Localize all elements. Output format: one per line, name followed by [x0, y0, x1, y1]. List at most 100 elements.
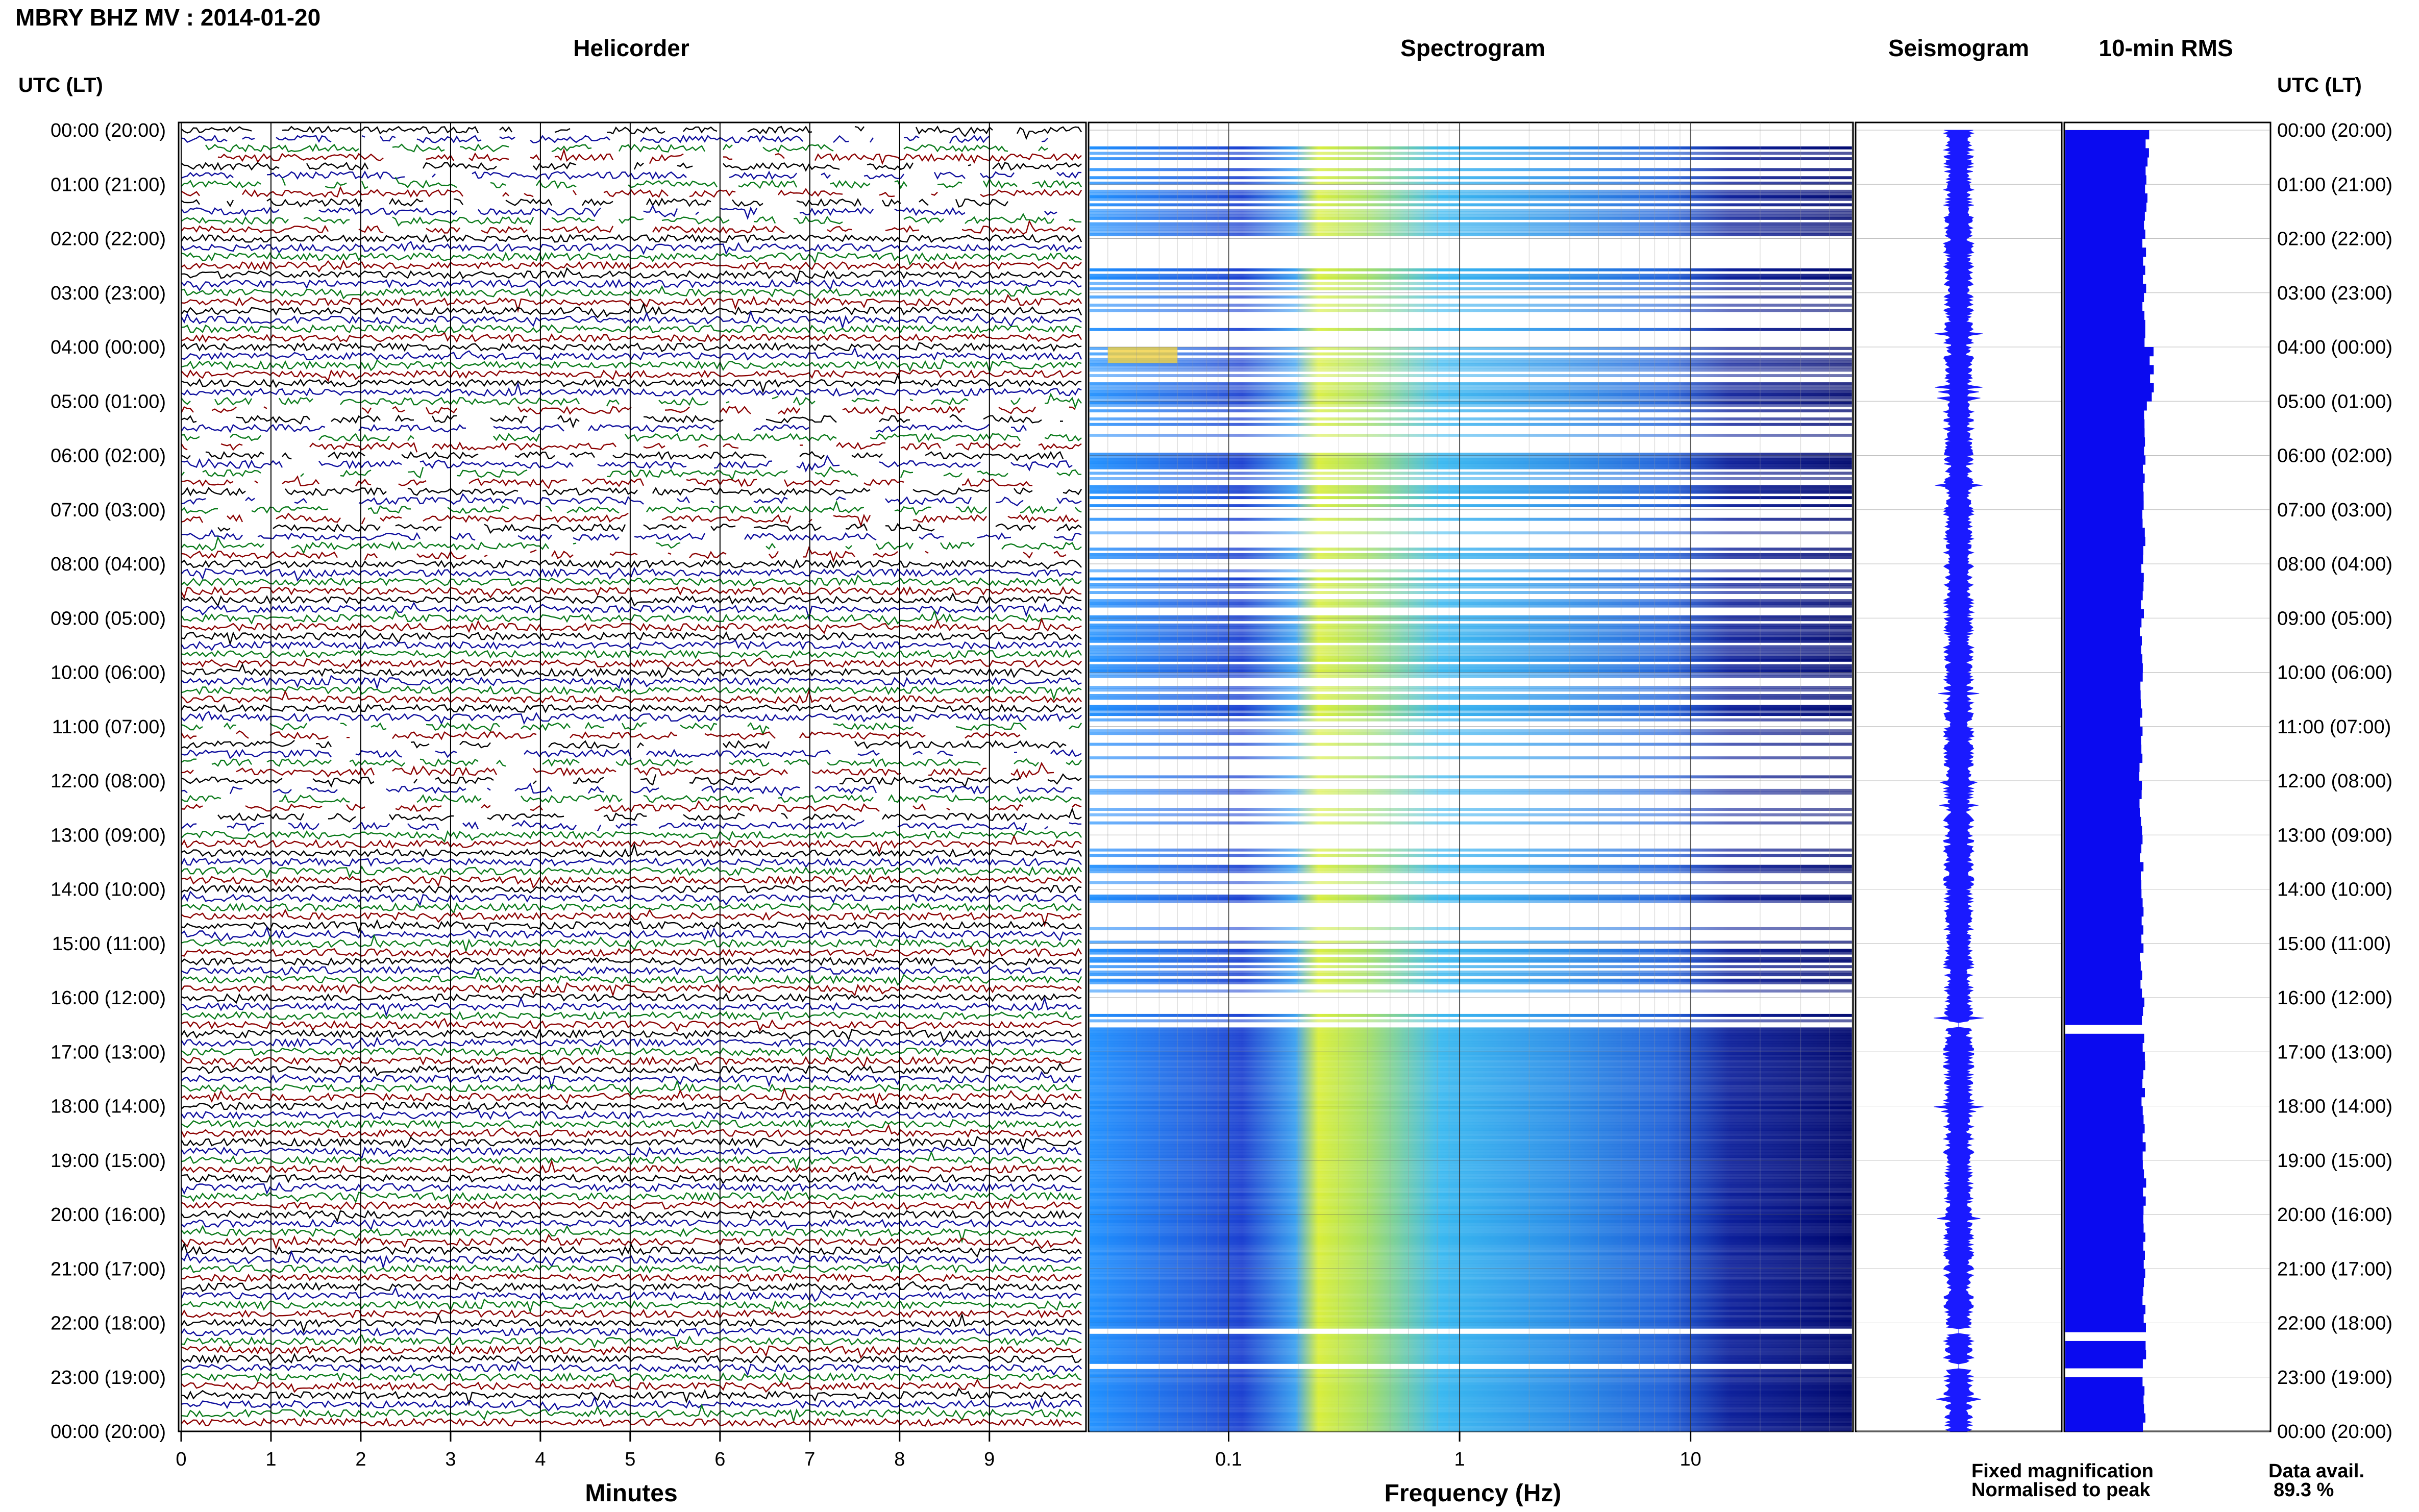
- spectrogram-row: [1090, 1409, 1852, 1413]
- time-label-right: 01:00 (21:00): [2277, 174, 2392, 195]
- spectrogram-row: [1090, 791, 1852, 795]
- spectrogram-row: [1090, 705, 1852, 708]
- spectrogram-row: [1090, 1198, 1852, 1201]
- rms-bar: [2065, 256, 2143, 266]
- helicorder-tick-label: 7: [804, 1449, 815, 1470]
- spectrogram-row: [1090, 233, 1852, 236]
- rms-bar: [2065, 1097, 2142, 1106]
- helicorder-trace-line: [181, 820, 1082, 832]
- spectrogram-row: [1090, 1401, 1852, 1405]
- helicorder-trace-line: [181, 1044, 1082, 1060]
- spectrogram-row: [1090, 1317, 1852, 1321]
- helicorder-trace-line: [180, 730, 1021, 740]
- spectrogram-row: [1090, 1089, 1852, 1093]
- rms-bar: [2065, 247, 2146, 257]
- rms-bar: [2065, 374, 2151, 384]
- spectrogram-row: [1090, 1391, 1852, 1394]
- spectrogram-row: [1090, 360, 1852, 364]
- spectrogram-x-axis-title: Frequency (Hz): [1385, 1480, 1562, 1507]
- spectrogram-row: [1090, 602, 1852, 605]
- rms-bar: [2065, 383, 2154, 392]
- spectrogram-row: [1090, 813, 1852, 816]
- rms-bar: [2065, 1286, 2143, 1296]
- spectrogram-row: [1090, 653, 1852, 657]
- spectrogram-row: [1090, 531, 1852, 535]
- spectrogram-row: [1090, 1423, 1852, 1426]
- spectrogram-row: [1090, 358, 1852, 361]
- helicorder-tick-label: 4: [535, 1449, 546, 1470]
- spectrogram-row: [1090, 1149, 1852, 1153]
- spectrogram-row: [1090, 387, 1852, 391]
- rms-bar: [2065, 988, 2142, 998]
- rms-bar: [2065, 501, 2144, 510]
- spectrogram-row: [1090, 1279, 1852, 1283]
- spectrogram-row: [1090, 927, 1852, 930]
- helicorder-trace-line: [181, 782, 1073, 797]
- spectrogram-panel: 0.1 1 10: [1088, 121, 1854, 1470]
- spectrogram-row: [1090, 1057, 1852, 1060]
- spectrogram-row: [1090, 181, 1852, 185]
- rms-bar: [2065, 591, 2143, 601]
- spectrogram-row: [1090, 1418, 1852, 1421]
- spectrogram-row: [1090, 1260, 1852, 1264]
- helicorder-trace-line: [181, 794, 1082, 804]
- rms-bar: [2065, 265, 2145, 275]
- spectrogram-row: [1090, 1258, 1852, 1261]
- helicorder-trace-line: [180, 1124, 1082, 1138]
- spectrogram-row: [1090, 1168, 1852, 1172]
- spectrogram-row: [1090, 352, 1852, 356]
- helicorder-trace-line: [181, 1018, 1082, 1032]
- spectrogram-row: [1090, 970, 1852, 974]
- rms-bar: [2065, 130, 2150, 140]
- rms-bar: [2065, 753, 2142, 763]
- time-label-left: 04:00 (00:00): [51, 337, 166, 358]
- spectrogram-row: [1090, 1122, 1852, 1126]
- spectrogram-row: [1090, 1041, 1852, 1044]
- spectrogram-row: [1090, 604, 1852, 608]
- spectrogram-row: [1090, 1228, 1852, 1231]
- spectrogram-row: [1090, 1060, 1852, 1063]
- helicorder-trace-line: [181, 293, 1082, 313]
- spectrogram-row: [1090, 1062, 1852, 1066]
- spectrogram-row: [1090, 1312, 1852, 1316]
- helicorder-trace-line: [181, 381, 1082, 397]
- rms-bar: [2065, 998, 2144, 1007]
- rms-bar: [2065, 211, 2145, 221]
- data-availability-label: Data avail.: [2268, 1460, 2364, 1482]
- spectrogram-row: [1090, 385, 1852, 388]
- spectrogram-row: [1090, 1301, 1852, 1304]
- time-label-right: 00:00 (20:00): [2277, 1421, 2392, 1443]
- spectrogram-row: [1090, 152, 1852, 155]
- helicorder-tick-label: 0: [176, 1449, 186, 1470]
- spectrogram-row: [1090, 688, 1852, 692]
- rms-bar: [2065, 1015, 2142, 1025]
- spectrogram-row: [1090, 729, 1852, 732]
- rms-bar: [2065, 582, 2144, 591]
- helicorder-trace-line: [181, 1079, 1082, 1096]
- spectrogram-row: [1090, 864, 1852, 868]
- spectrogram-row: [1090, 1117, 1852, 1120]
- time-label-left: 23:00 (19:00): [51, 1367, 166, 1389]
- rms-title: 10-min RMS: [2099, 35, 2233, 61]
- spectrogram-row: [1090, 1152, 1852, 1155]
- spectrogram-row: [1090, 304, 1852, 307]
- helicorder-trace-line: [181, 722, 1082, 736]
- time-label-right: 20:00 (16:00): [2277, 1204, 2392, 1226]
- spectrogram-row: [1090, 434, 1852, 437]
- time-axis-title-left: UTC (LT): [18, 74, 103, 96]
- helicorder-trace-line: [181, 749, 1082, 760]
- rms-bar: [2065, 166, 2146, 176]
- spectrogram-row: [1090, 453, 1852, 456]
- spectrogram-row: [1090, 1071, 1852, 1074]
- helicorder-trace-line: [181, 559, 1082, 570]
- helicorder-trace-line: [181, 1056, 1082, 1069]
- helicorder-trace-line: [181, 1171, 1082, 1185]
- helicorder-trace-line: [181, 414, 1064, 429]
- rms-bar: [2065, 1214, 2143, 1224]
- time-label-left: 17:00 (13:00): [51, 1042, 166, 1063]
- spectrogram-row: [1090, 1084, 1852, 1087]
- spectrogram-row: [1090, 274, 1852, 277]
- spectrogram-row: [1090, 940, 1852, 944]
- spectrogram-row: [1090, 1345, 1852, 1348]
- helicorder-trace-line: [181, 170, 1082, 180]
